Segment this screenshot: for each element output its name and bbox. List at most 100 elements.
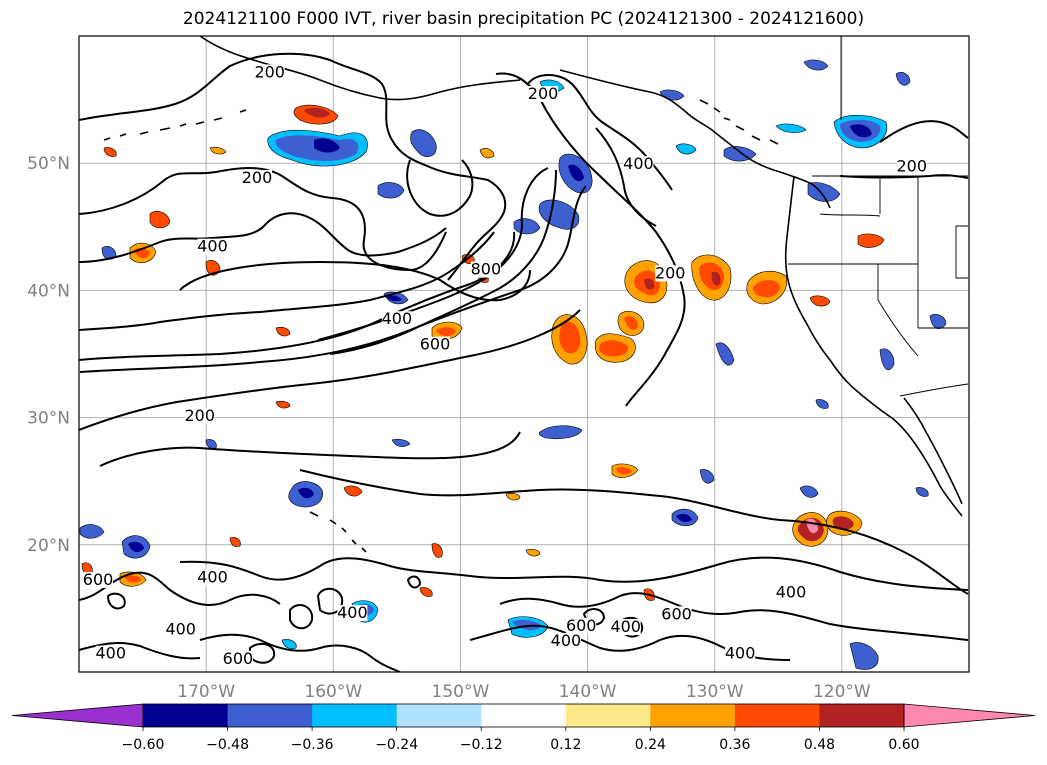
contour-label: 600 bbox=[566, 616, 597, 635]
colorbar-segment bbox=[481, 704, 567, 727]
contour-label: 200 bbox=[897, 157, 928, 176]
contour-label-bg bbox=[528, 86, 559, 103]
colorbar-tick-label: 0.60 bbox=[888, 737, 919, 753]
contour-label: 400 bbox=[551, 631, 582, 650]
lat-tick-label: 50°N bbox=[27, 154, 70, 174]
lon-tick-label: 170°W bbox=[177, 682, 235, 702]
contour-label-bg bbox=[381, 311, 412, 328]
ivt-contour-800 bbox=[317, 167, 549, 341]
colorbar-tick-label: 0.36 bbox=[719, 737, 750, 753]
lon-tick-label: 120°W bbox=[813, 682, 871, 702]
lat-tick-label: 40°N bbox=[27, 281, 70, 301]
ivt-contour-loop-south-3 bbox=[249, 642, 276, 664]
contour-label: 400 bbox=[197, 237, 228, 256]
colorbar-segment bbox=[650, 704, 736, 727]
contour-label-bg bbox=[197, 238, 228, 255]
ivt-contour-loop-south-7 bbox=[106, 592, 126, 610]
contour-label-bg bbox=[242, 170, 272, 187]
contour-label: 800 bbox=[471, 260, 502, 279]
west-coast-usa bbox=[784, 175, 963, 517]
ivt-contour-200-arc bbox=[527, 74, 673, 191]
alaska-coastline bbox=[199, 36, 521, 101]
gulf-of-alaska-coast bbox=[559, 69, 831, 209]
ivt-contour-400-mid bbox=[595, 127, 657, 227]
map-title: 2024121100 F000 IVT, river basin precipi… bbox=[182, 9, 865, 29]
colorbar-under-extension bbox=[11, 703, 144, 728]
colorbar-tick-label: −0.12 bbox=[460, 737, 503, 753]
contour-label-bg bbox=[165, 621, 196, 638]
contour-label-bg bbox=[623, 156, 654, 173]
colorbar-tick-label: −0.60 bbox=[122, 737, 165, 753]
contour-label: 400 bbox=[165, 620, 196, 639]
contour-label: 600 bbox=[83, 570, 114, 589]
contour-label-bg bbox=[566, 617, 597, 634]
contour-label: 200 bbox=[528, 84, 559, 103]
ivt-contour-400-bottom bbox=[79, 642, 201, 660]
colorbar-tick-label: 0.48 bbox=[804, 737, 835, 753]
ivt-contour-800-inner bbox=[329, 169, 557, 355]
latitude-labels: 50°N 40°N 30°N 20°N bbox=[27, 154, 70, 556]
map-gridlines bbox=[79, 36, 969, 672]
british-columbia-islands bbox=[699, 99, 779, 145]
contour-label-bg bbox=[337, 605, 368, 622]
us-mexico-border bbox=[899, 383, 969, 397]
contour-label-bg bbox=[254, 64, 285, 81]
contour-label-bg bbox=[550, 633, 581, 650]
contour-label-bg bbox=[776, 584, 806, 601]
contour-label-bg bbox=[896, 158, 927, 175]
ivt-contour-200-central bbox=[79, 167, 447, 272]
ivt-contour-400-ne bbox=[879, 120, 969, 143]
colorbar-segment bbox=[734, 704, 820, 727]
contour-label: 400 bbox=[610, 617, 641, 636]
contour-label: 400 bbox=[96, 644, 127, 663]
contour-label-bg bbox=[655, 265, 686, 282]
ivt-contour-600-sw bbox=[199, 633, 401, 672]
ivt-contour-200-east bbox=[495, 72, 686, 407]
ivt-contour-loop-south-4 bbox=[406, 575, 422, 589]
contour-label: 200 bbox=[254, 62, 285, 81]
political-borders bbox=[788, 36, 969, 397]
colorbar: −0.60 −0.48 −0.36 −0.24 −0.12 0.12 0.24 0.36 0.4… bbox=[11, 703, 1036, 753]
ivt-contour-400-tropics bbox=[179, 556, 969, 591]
contour-label: 200 bbox=[655, 263, 686, 282]
contour-label: 600 bbox=[661, 604, 692, 623]
contour-label-bg bbox=[95, 645, 126, 662]
ivt-contour-400 bbox=[79, 231, 495, 331]
contour-label: 200 bbox=[185, 406, 216, 425]
washington-oregon-border bbox=[819, 213, 881, 217]
contour-label-bg bbox=[420, 336, 450, 353]
contour-label-bg bbox=[470, 261, 501, 278]
colorbar-tick-label: −0.48 bbox=[206, 737, 249, 753]
ivt-contour-labels: 200 200 200 200 200 200 400 400 400 400 400 400 400 4… bbox=[83, 62, 927, 667]
negative-anomaly bbox=[79, 59, 947, 670]
lat-tick-label: 30°N bbox=[27, 409, 70, 429]
contour-label: 400 bbox=[197, 567, 228, 586]
contour-label-bg bbox=[725, 645, 756, 662]
lat-tick-label: 20°N bbox=[27, 536, 70, 556]
ivt-contour-200-loop bbox=[99, 431, 521, 467]
colorbar-tick-label: −0.36 bbox=[291, 737, 334, 753]
contour-label: 400 bbox=[623, 154, 654, 173]
contour-label-bg bbox=[83, 571, 114, 588]
contour-label: 400 bbox=[725, 644, 756, 663]
contour-label-bg bbox=[197, 569, 228, 586]
state-line-idaho bbox=[879, 176, 919, 328]
ivt-contour-loop-south-1 bbox=[316, 587, 344, 615]
contour-label-bg bbox=[222, 650, 253, 667]
colorbar-segment bbox=[143, 704, 229, 727]
colorbar-over-extension bbox=[903, 703, 1036, 728]
lon-tick-label: 150°W bbox=[432, 682, 490, 702]
contour-label: 600 bbox=[420, 335, 451, 354]
contour-label: 200 bbox=[242, 168, 273, 187]
map-frame bbox=[78, 35, 970, 673]
contour-label: 400 bbox=[382, 309, 413, 328]
colorbar-segment bbox=[227, 704, 313, 727]
ivt-contour-400-west bbox=[179, 260, 531, 302]
ivt-contour-200-south bbox=[79, 309, 581, 431]
contour-label-bg bbox=[610, 619, 641, 636]
coastlines bbox=[103, 36, 963, 553]
contour-label: 400 bbox=[776, 583, 807, 602]
ivt-contour-200-tropics bbox=[299, 469, 969, 595]
lon-tick-label: 130°W bbox=[686, 682, 744, 702]
